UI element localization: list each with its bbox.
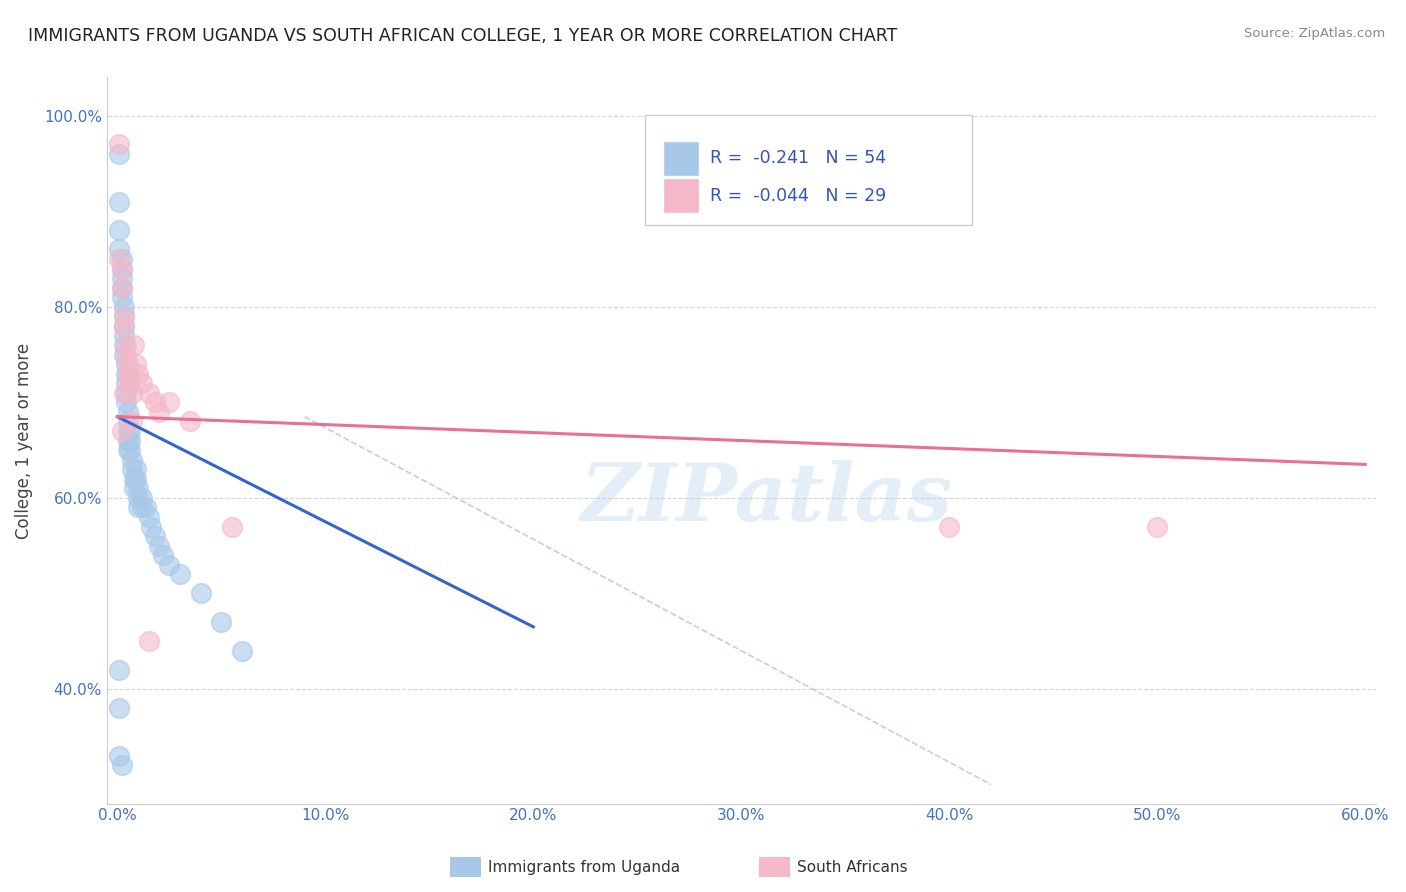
Point: [127, 491, 149, 505]
Point: [127, 481, 149, 495]
Point: [122, 338, 145, 352]
Point: [117, 405, 139, 419]
Text: Immigrants from Uganda: Immigrants from Uganda: [488, 860, 681, 874]
Point: [112, 328, 135, 343]
Point: [117, 357, 139, 371]
Point: [179, 414, 201, 428]
Point: [112, 318, 135, 333]
Point: [108, 147, 131, 161]
Point: [108, 252, 131, 266]
Point: [110, 252, 132, 266]
Point: [112, 347, 135, 361]
Point: [121, 385, 143, 400]
Point: [122, 472, 145, 486]
Point: [209, 615, 232, 629]
Point: [138, 385, 160, 400]
Point: [108, 194, 131, 209]
Point: [169, 567, 191, 582]
Point: [122, 481, 145, 495]
Point: [121, 462, 143, 476]
Point: [110, 261, 132, 276]
Text: ZIPatlas: ZIPatlas: [581, 460, 953, 537]
Point: [131, 376, 153, 391]
Text: IMMIGRANTS FROM UGANDA VS SOUTH AFRICAN COLLEGE, 1 YEAR OR MORE CORRELATION CHAR: IMMIGRANTS FROM UGANDA VS SOUTH AFRICAN …: [28, 27, 897, 45]
Point: [110, 280, 132, 294]
Point: [110, 424, 132, 438]
Point: [118, 424, 141, 438]
Point: [110, 261, 132, 276]
Point: [938, 519, 960, 533]
Point: [125, 472, 148, 486]
Point: [117, 414, 139, 428]
Point: [108, 663, 131, 677]
Point: [139, 519, 162, 533]
Point: [108, 701, 131, 715]
Text: Source: ZipAtlas.com: Source: ZipAtlas.com: [1244, 27, 1385, 40]
Text: R =  -0.241   N = 54: R = -0.241 N = 54: [710, 149, 886, 167]
Point: [108, 137, 131, 152]
Text: South Africans: South Africans: [797, 860, 908, 874]
Point: [190, 586, 212, 600]
Point: [221, 519, 243, 533]
Point: [1146, 519, 1168, 533]
Point: [110, 271, 132, 285]
Point: [118, 434, 141, 448]
Point: [114, 367, 136, 381]
Point: [148, 539, 170, 553]
Point: [143, 395, 166, 409]
Point: [131, 491, 153, 505]
Point: [112, 300, 135, 314]
Point: [127, 500, 149, 515]
Point: [121, 452, 143, 467]
Point: [138, 510, 160, 524]
Point: [127, 367, 149, 381]
Point: [157, 558, 180, 572]
Point: [108, 223, 131, 237]
Point: [125, 357, 148, 371]
Point: [112, 310, 135, 324]
Point: [114, 376, 136, 391]
Point: [114, 347, 136, 361]
Point: [114, 338, 136, 352]
Point: [152, 548, 174, 562]
Point: [138, 634, 160, 648]
Point: [114, 385, 136, 400]
Point: [117, 443, 139, 458]
Point: [108, 748, 131, 763]
Point: [131, 500, 153, 515]
Point: [125, 462, 148, 476]
Point: [108, 243, 131, 257]
Point: [117, 434, 139, 448]
Point: [157, 395, 180, 409]
Point: [135, 500, 157, 515]
Point: [112, 310, 135, 324]
Point: [110, 758, 132, 772]
Point: [117, 424, 139, 438]
Y-axis label: College, 1 year or more: College, 1 year or more: [15, 343, 32, 539]
Point: [118, 376, 141, 391]
Point: [143, 529, 166, 543]
Point: [112, 318, 135, 333]
Point: [114, 357, 136, 371]
Point: [148, 405, 170, 419]
Point: [110, 280, 132, 294]
Text: R =  -0.044   N = 29: R = -0.044 N = 29: [710, 186, 886, 204]
Point: [112, 385, 135, 400]
Point: [121, 414, 143, 428]
Point: [118, 443, 141, 458]
Point: [112, 338, 135, 352]
Point: [114, 395, 136, 409]
Point: [117, 367, 139, 381]
Point: [231, 644, 253, 658]
Point: [117, 367, 139, 381]
Point: [110, 290, 132, 304]
